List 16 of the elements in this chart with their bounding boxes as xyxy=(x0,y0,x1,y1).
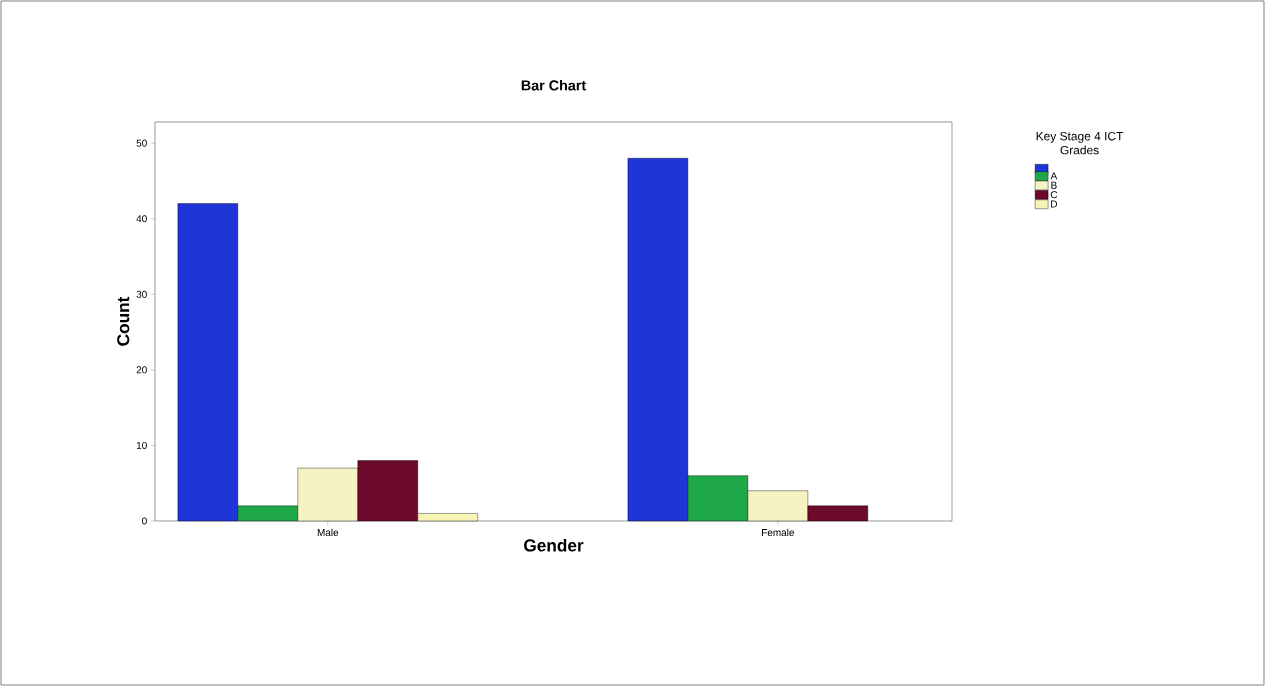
legend-label: A xyxy=(1050,172,1058,180)
y-tick-label: 40 xyxy=(136,215,147,223)
legend-label: B xyxy=(1051,181,1057,189)
y-axis-title: Count xyxy=(117,296,130,346)
y-tick-label: 10 xyxy=(136,441,147,449)
y-tick-label: 0 xyxy=(142,517,147,525)
legend-title: Key Stage 4 ICT Grades xyxy=(1036,131,1124,155)
y-tick-label: 30 xyxy=(136,290,147,298)
chart-title: Bar Chart xyxy=(521,79,586,91)
x-tick-label: Female xyxy=(762,528,795,537)
legend-label: C xyxy=(1050,191,1058,199)
x-axis-title: Gender xyxy=(524,538,584,552)
y-tick-label: 20 xyxy=(136,366,147,374)
y-tick-label: 50 xyxy=(136,139,147,147)
legend-label: D xyxy=(1051,200,1058,208)
x-tick-label: Male xyxy=(317,528,339,537)
